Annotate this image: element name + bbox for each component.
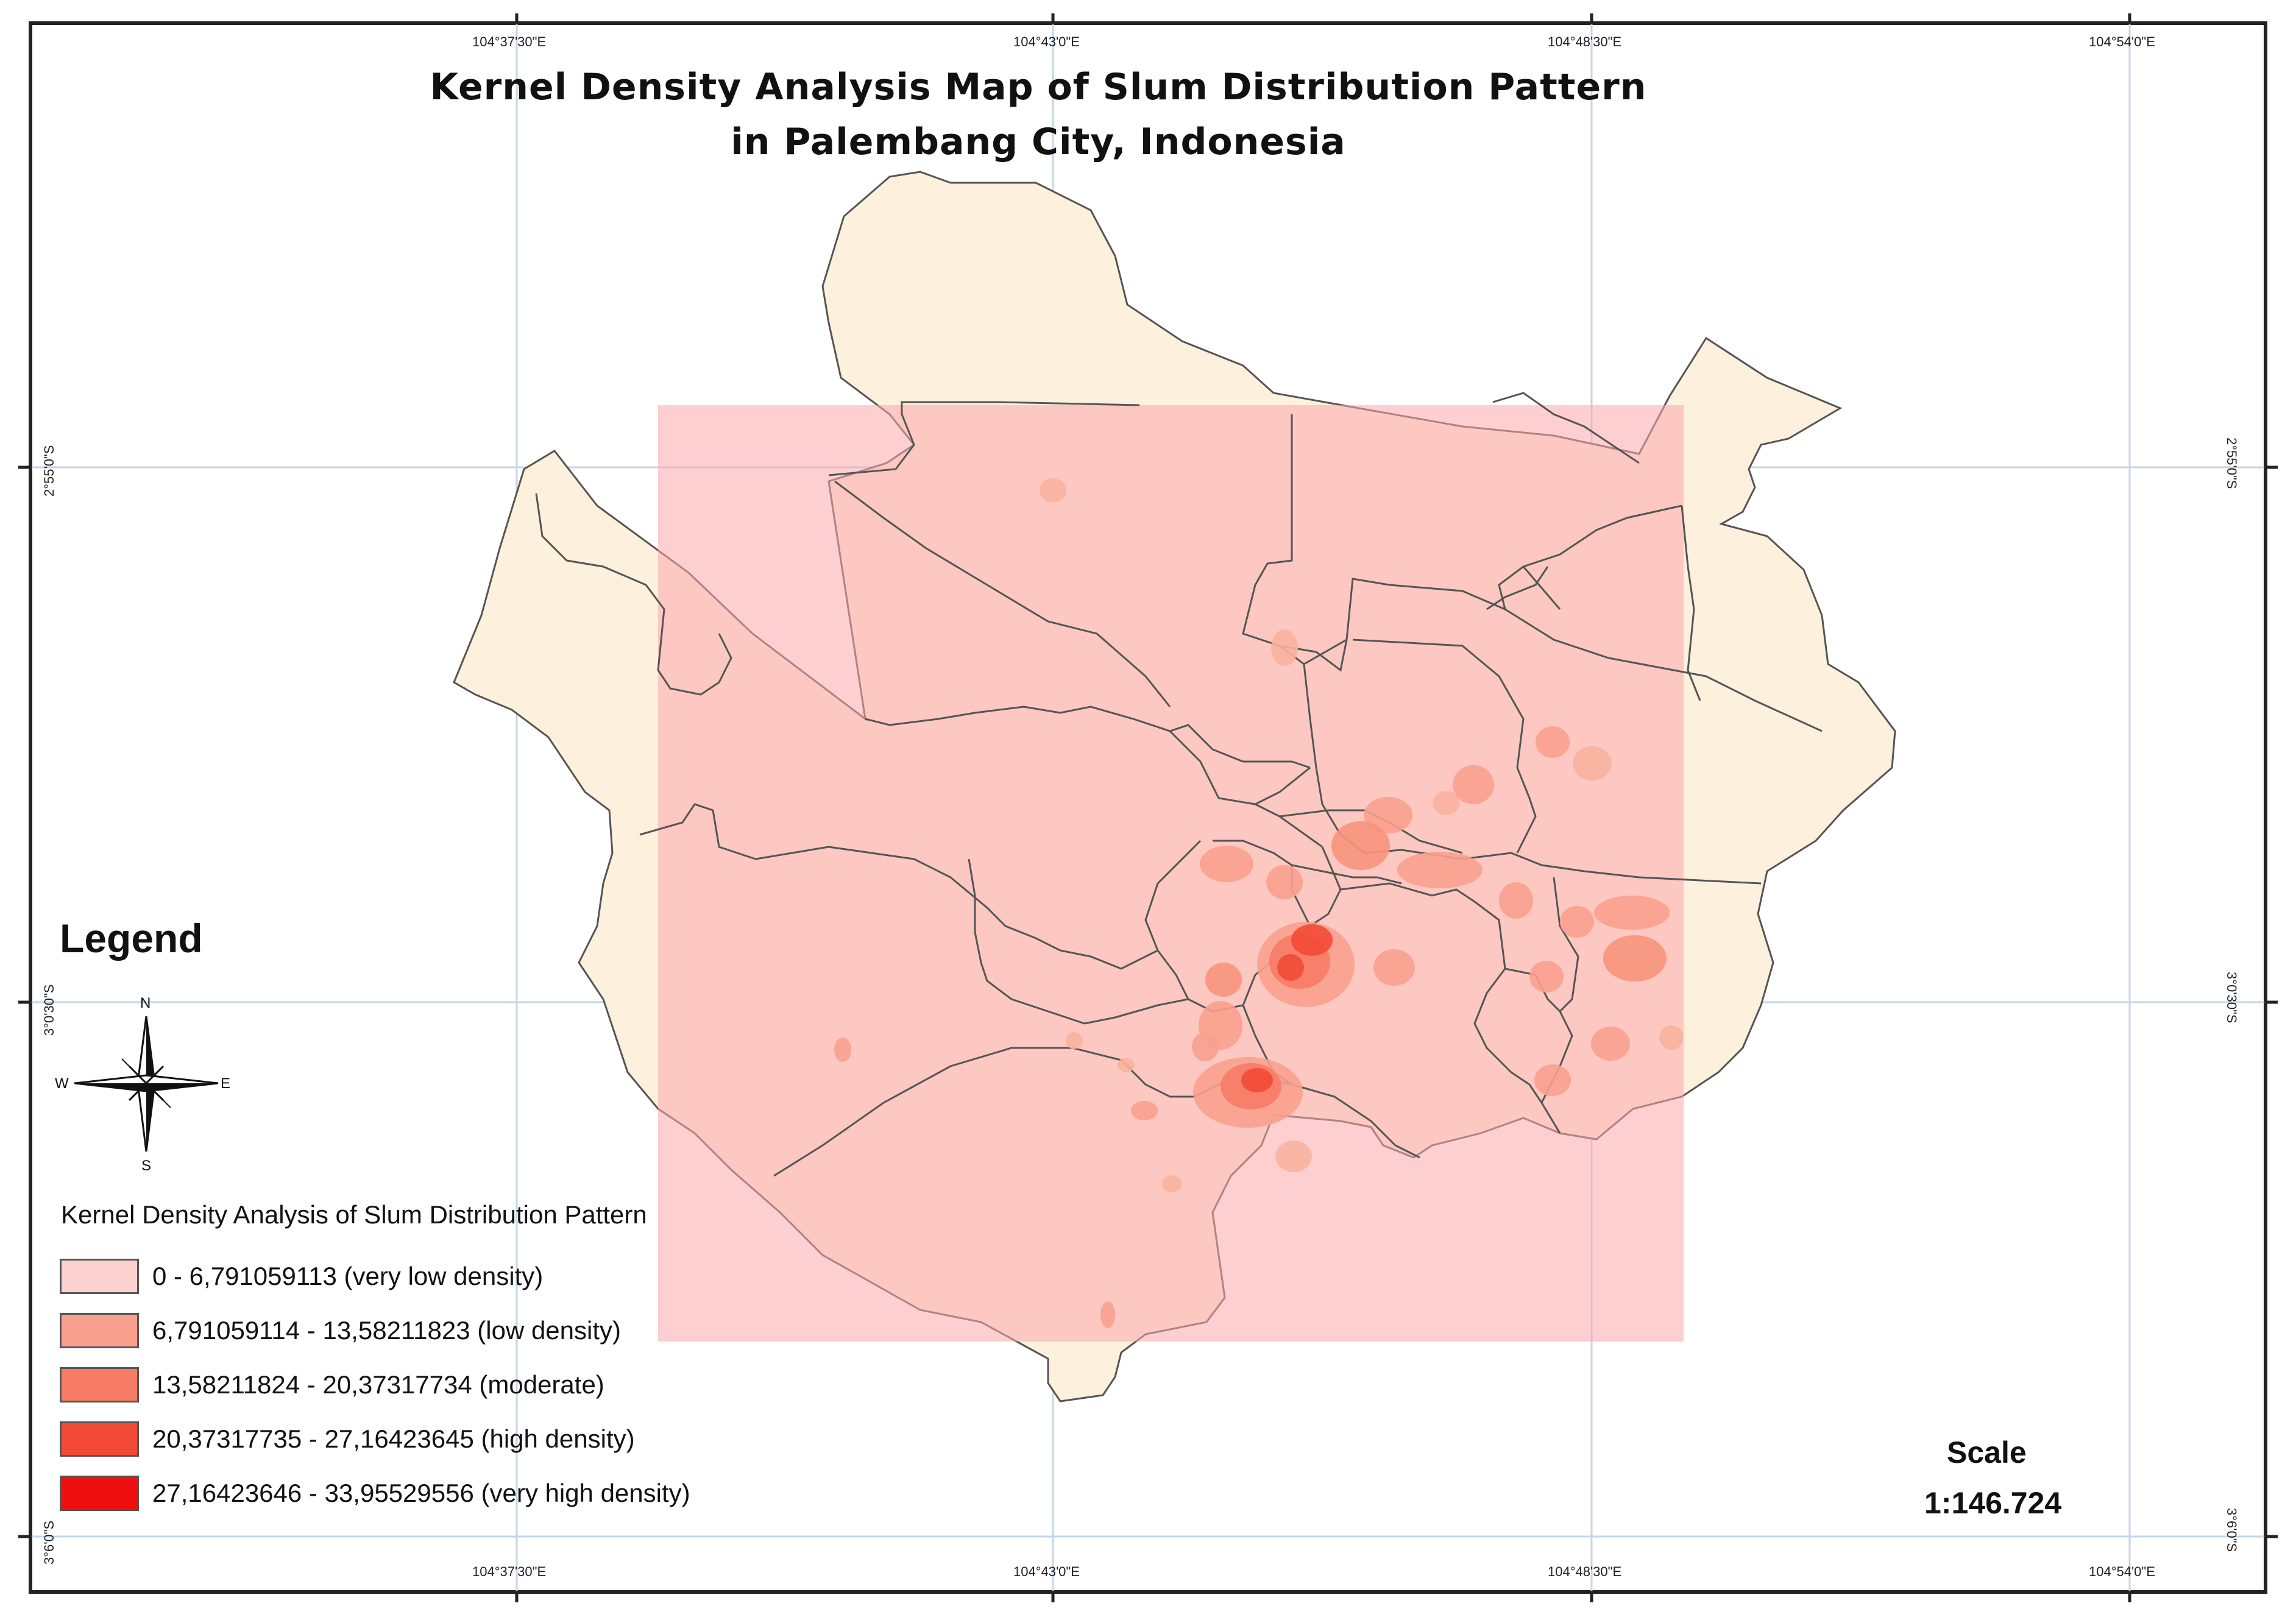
lon-label-top: 104°43'0"E — [1013, 34, 1080, 49]
hotspot-low — [1453, 765, 1494, 804]
lat-label-left: 2°55'0"S — [41, 445, 57, 497]
hotspot-low — [1066, 1032, 1083, 1049]
legend-swatch — [60, 1259, 139, 1294]
legend-item: 0 - 6,791059113 (very low density) — [60, 1257, 543, 1295]
compass-e-label: E — [221, 1075, 231, 1092]
legend-item: 20,37317735 - 27,16423645 (high density) — [60, 1420, 635, 1458]
lat-label-right: 3°6'0"S — [2224, 1508, 2239, 1552]
compass-n-label: N — [140, 995, 151, 1011]
legend-label: 20,37317735 - 27,16423645 (high density) — [152, 1424, 635, 1453]
hotspot-low — [1364, 797, 1412, 833]
legend-swatch — [60, 1367, 139, 1402]
legend-label: 6,791059114 - 13,58211823 (low density) — [152, 1316, 622, 1345]
hotspot-low — [1271, 629, 1298, 666]
legend-label: 13,58211824 - 20,37317734 (moderate) — [152, 1370, 604, 1399]
hotspot-low — [1573, 746, 1612, 780]
legend-item: 27,16423646 - 33,95529556 (very high den… — [60, 1474, 690, 1512]
scale-label: Scale — [1947, 1435, 2027, 1470]
scale-value: 1:146.724 — [1924, 1486, 2062, 1520]
hotspot-moderate — [1331, 821, 1390, 870]
legend-swatch — [60, 1313, 139, 1348]
hotspot-moderate — [1205, 963, 1242, 997]
lon-label-top: 104°54'0"E — [2089, 34, 2155, 49]
lon-label-top: 104°48'30"E — [1548, 34, 1622, 49]
lat-label-right: 3°0'30"S — [2224, 972, 2239, 1024]
compass-s-label: S — [141, 1158, 152, 1174]
compass-w-label: W — [55, 1075, 69, 1092]
lat-label-left: 3°0'30"S — [41, 984, 57, 1036]
map-title-line1: Kernel Density Analysis Map of Slum Dist… — [430, 66, 1647, 108]
hotspot-low — [1192, 1032, 1219, 1061]
lon-label-bottom: 104°54'0"E — [2089, 1564, 2155, 1579]
hotspot-low — [834, 1038, 851, 1062]
hotspot-moderate — [1603, 935, 1667, 982]
hotspot-high — [1291, 924, 1333, 956]
hotspot-high — [1277, 954, 1304, 981]
legend-label: 27,16423646 - 33,95529556 (very high den… — [152, 1479, 690, 1507]
legend-item: 6,791059114 - 13,58211823 (low density) — [60, 1312, 621, 1349]
legend-heading: Legend — [60, 916, 203, 961]
legend-subtitle: Kernel Density Analysis of Slum Distribu… — [61, 1200, 647, 1229]
hotspot-low — [1040, 478, 1066, 503]
hotspot-moderate — [1594, 896, 1670, 930]
lat-label-left: 3°6'0"S — [41, 1520, 57, 1565]
legend-swatch — [60, 1421, 139, 1457]
hotspot-low — [1534, 1064, 1571, 1096]
hotspot-low — [1373, 949, 1415, 986]
hotspot-low — [1118, 1058, 1135, 1072]
hotspot-low — [1499, 882, 1533, 919]
hotspot-low — [1591, 1027, 1630, 1061]
frame-ticks — [18, 13, 2278, 1602]
lon-label-bottom: 104°48'30"E — [1548, 1564, 1622, 1579]
hotspot-moderate — [1397, 852, 1483, 888]
hotspot-low — [1536, 726, 1570, 758]
hotspot-low — [1560, 906, 1594, 938]
district-boundaries — [535, 392, 1823, 1177]
legend-item: 13,58211824 - 20,37317734 (moderate) — [60, 1366, 604, 1404]
lon-label-top: 104°37'30"E — [472, 34, 547, 49]
hotspot-low — [1529, 961, 1564, 992]
hotspot-low — [1659, 1025, 1684, 1050]
hotspot-low — [1162, 1175, 1182, 1192]
hotspot-low — [1100, 1301, 1115, 1328]
lon-label-bottom: 104°37'30"E — [472, 1564, 547, 1579]
density-raster-extent — [658, 405, 1684, 1342]
legend-swatch — [60, 1476, 139, 1511]
lat-label-right: 2°55'0"S — [2224, 437, 2239, 489]
hotspot-low — [1275, 1141, 1312, 1172]
hotspot-low — [1200, 846, 1253, 882]
hotspot-high — [1241, 1068, 1273, 1092]
lon-label-bottom: 104°43'0"E — [1013, 1564, 1080, 1579]
north-arrow-icon — [74, 1016, 219, 1152]
legend-label: 0 - 6,791059113 (very low density) — [152, 1262, 544, 1290]
hotspot-low — [1131, 1101, 1158, 1120]
map-title-line2: in Palembang City, Indonesia — [731, 121, 1346, 163]
hotspot-low — [1433, 791, 1459, 815]
hotspot-low — [1266, 865, 1303, 899]
density-hotspots — [834, 478, 1684, 1328]
